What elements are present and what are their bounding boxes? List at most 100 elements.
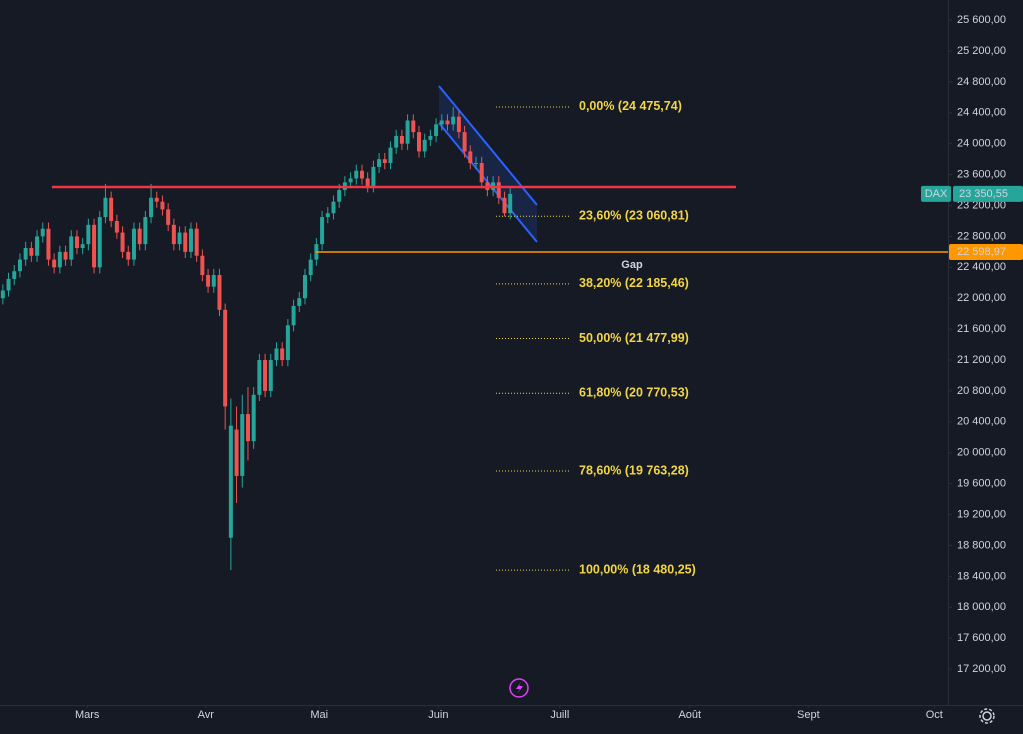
y-tick-label: 20 000,00: [957, 447, 1006, 459]
y-tick-label: 19 200,00: [957, 508, 1006, 520]
y-tick-label: 24 000,00: [957, 138, 1006, 150]
candle-body: [496, 182, 501, 198]
candle-body: [445, 120, 450, 125]
candle-body: [160, 201, 165, 210]
y-tick-label: 21 200,00: [957, 354, 1006, 366]
candle-body: [428, 135, 433, 140]
candle: [325, 207, 330, 224]
candle-body: [422, 139, 427, 152]
candle-body: [63, 251, 68, 260]
y-tick-label: 22 000,00: [957, 292, 1006, 304]
candle-body: [416, 132, 421, 152]
candle-body: [143, 217, 148, 245]
channel-fill: [438, 85, 537, 242]
y-tick-label: 20 400,00: [957, 416, 1006, 428]
candle: [166, 203, 171, 232]
y-tick-label: 23 200,00: [957, 199, 1006, 211]
candle-body: [456, 116, 461, 133]
candle-body: [274, 348, 279, 361]
candle-body: [354, 170, 359, 179]
candle-body: [473, 163, 478, 165]
x-tick-label: Juill: [550, 709, 569, 721]
candle: [434, 118, 439, 143]
candle: [52, 253, 57, 274]
candle: [496, 176, 501, 204]
y-tick-label: 22 800,00: [957, 230, 1006, 242]
candle: [331, 195, 336, 220]
y-tick-label: 24 400,00: [957, 107, 1006, 119]
alert-icon[interactable]: [509, 678, 529, 698]
candle: [479, 156, 484, 189]
candle: [257, 353, 262, 401]
candle: [86, 218, 91, 251]
fib-label: 78,60% (19 763,28): [579, 463, 689, 477]
candle-body: [200, 255, 205, 276]
candle-body: [439, 120, 444, 125]
candle-body: [337, 190, 342, 202]
candle: [234, 406, 239, 503]
candle-body: [268, 360, 273, 391]
candle: [131, 222, 136, 266]
candle: [211, 268, 216, 293]
candle-body: [245, 414, 250, 442]
channel-line: [438, 85, 538, 206]
candle-body: [57, 251, 62, 268]
candle: [228, 398, 233, 571]
candle-body: [86, 224, 91, 245]
candle-body: [17, 259, 22, 272]
candle-body: [388, 147, 393, 164]
candle: [35, 230, 40, 262]
candle-body: [0, 290, 5, 299]
candle: [451, 106, 456, 131]
candle-body: [280, 348, 285, 361]
x-tick-label: Août: [678, 709, 701, 721]
candle-body: [285, 325, 290, 361]
candle-body: [263, 360, 268, 391]
candle: [74, 230, 79, 255]
gap-label: Gap: [621, 259, 643, 271]
candle-body: [6, 278, 11, 291]
candle-body: [149, 197, 154, 218]
candle: [285, 319, 290, 367]
fib-label: 23,60% (23 060,81): [579, 209, 689, 223]
last-price-tag: [953, 185, 1023, 202]
candle-body: [206, 275, 211, 287]
candle-body: [194, 228, 199, 256]
candle-body: [251, 394, 256, 442]
gap-price-tag: [949, 243, 1023, 260]
candle-body: [166, 209, 171, 225]
candle: [468, 145, 473, 170]
candle-body: [325, 213, 330, 218]
y-tick-label: 25 200,00: [957, 45, 1006, 57]
candle: [200, 249, 205, 282]
candle: [154, 191, 159, 208]
candle: [280, 342, 285, 367]
candle: [120, 226, 125, 259]
candle-body: [405, 120, 410, 144]
y-tick-label: 17 200,00: [957, 663, 1006, 675]
candle: [263, 353, 268, 398]
candle: [160, 195, 165, 216]
x-tick-label: Oct: [926, 709, 943, 721]
candle: [320, 210, 325, 251]
candle-body: [171, 224, 176, 245]
candle: [109, 191, 114, 228]
candle-body: [257, 360, 262, 395]
candle: [194, 222, 199, 262]
settings-icon[interactable]: [979, 708, 995, 724]
candle-body: [46, 228, 51, 260]
x-tick-label: Sept: [797, 709, 820, 721]
candle: [359, 164, 364, 185]
candle-body: [137, 228, 142, 245]
candle-body: [177, 232, 182, 245]
candle-body: [371, 166, 376, 187]
candle: [302, 268, 307, 305]
candle: [103, 183, 108, 224]
candle-body: [308, 259, 313, 276]
candle-body: [154, 197, 159, 202]
candle: [365, 172, 370, 193]
y-tick-label: 18 000,00: [957, 601, 1006, 613]
candle-body: [359, 170, 364, 179]
candle: [354, 164, 359, 185]
